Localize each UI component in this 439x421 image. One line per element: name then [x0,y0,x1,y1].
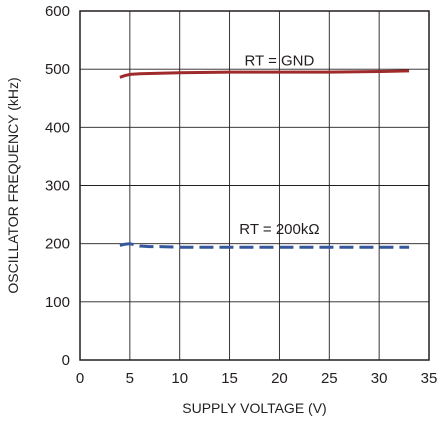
plot-frame [79,10,430,361]
y-tick-label: 200 [45,236,70,253]
x-tick-label: 25 [321,370,338,387]
x-tick-label: 20 [271,370,288,387]
series-annotation: RT = 200kΩ [239,221,319,238]
x-tick-label: 10 [171,370,188,387]
series-line-2 [119,242,410,249]
x-tick-label: 0 [76,370,84,387]
y-tick-label: 300 [45,178,70,195]
annotations: RT = GND RT = 200kΩ [239,52,319,238]
x-tick-label: 5 [126,370,134,387]
y-tick-label: 100 [45,294,70,311]
x-axis-title: SUPPLY VOLTAGE (V) [182,400,326,416]
series-line-1 [119,69,410,79]
y-tick-label: 500 [45,61,70,78]
y-axis-title: OSCILLATOR FREQUENCY (kHz) [5,77,21,293]
y-tick-label: 600 [45,3,70,20]
series-layer [119,69,410,249]
series-annotation: RT = GND [244,52,314,69]
x-tick-label: 30 [371,370,388,387]
grid [80,11,429,360]
tick-labels: 0 5 10 15 20 25 30 35 0 100 200 300 400 500 600 [45,3,437,387]
x-tick-label: 15 [221,370,238,387]
y-tick-label: 0 [62,352,70,369]
y-tick-label: 400 [45,119,70,136]
x-tick-label: 35 [421,370,438,387]
